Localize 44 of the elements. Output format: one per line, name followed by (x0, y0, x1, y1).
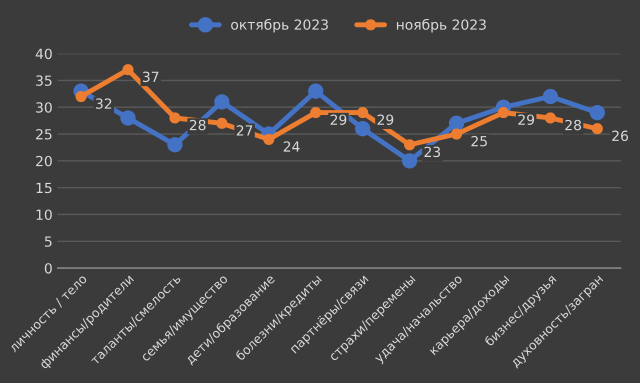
data-label: 37 (142, 72, 158, 82)
legend-label: октябрь 2023 (231, 18, 328, 33)
y-tick-label: 5 (44, 236, 52, 247)
y-tick-label: 20 (36, 156, 52, 166)
y-tick-label: 35 (36, 75, 52, 86)
legend-label: ноябрь 2023 (396, 18, 486, 33)
point (448, 116, 464, 131)
data-label: 32 (96, 98, 112, 109)
point (308, 84, 324, 99)
point (404, 139, 416, 150)
point (590, 104, 605, 120)
data-label: 25 (471, 136, 487, 146)
data-label: 28 (565, 120, 582, 130)
y-tick-label: 30 (36, 102, 52, 113)
point (402, 153, 418, 168)
point (542, 88, 558, 104)
point (357, 107, 368, 118)
point (120, 110, 136, 126)
point (544, 112, 556, 124)
point (214, 94, 230, 110)
y-tick-label: 10 (36, 209, 52, 220)
point (169, 112, 180, 124)
data-label: 29 (518, 114, 534, 125)
y-tick-label: 25 (36, 129, 52, 140)
point (263, 134, 274, 145)
y-tick-label: 40 (36, 48, 52, 60)
point (122, 64, 134, 76)
point (498, 107, 510, 118)
data-label: 23 (424, 146, 440, 158)
point (592, 123, 603, 134)
point (310, 107, 322, 118)
point (450, 128, 462, 140)
y-tick-label: 0 (44, 263, 52, 274)
data-label: 28 (190, 120, 206, 130)
data-label: 26 (612, 130, 628, 142)
data-label: 29 (378, 114, 394, 125)
y-tick-label: 15 (36, 182, 52, 194)
point (355, 121, 370, 136)
point (216, 118, 228, 129)
data-label: 27 (236, 125, 252, 136)
point (167, 137, 183, 152)
data-label: 29 (330, 114, 346, 125)
data-label: 24 (284, 141, 300, 152)
point (76, 90, 87, 102)
